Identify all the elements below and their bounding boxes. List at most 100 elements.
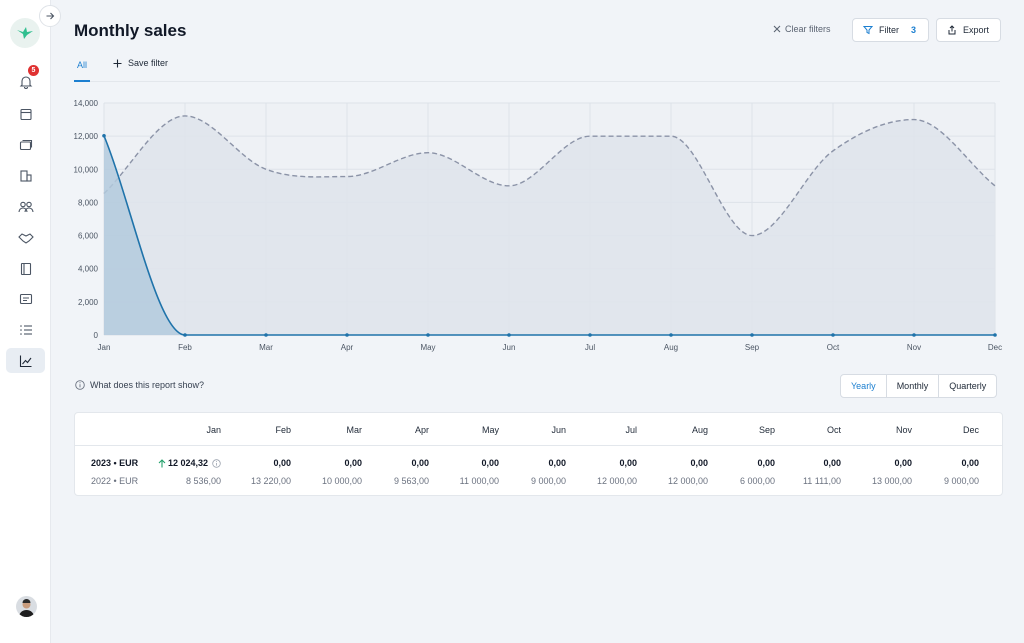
- users-icon: [17, 201, 34, 212]
- cell-2023-dec: 0,00: [961, 458, 979, 468]
- cell-2023-nov: 0,00: [894, 458, 912, 468]
- arrow-up-icon: [158, 458, 166, 467]
- tab-all[interactable]: All: [77, 60, 88, 70]
- data-point: [750, 333, 754, 337]
- handshake-icon: [17, 232, 34, 244]
- nav-messages[interactable]: [6, 286, 45, 311]
- buildings-icon: [19, 169, 32, 182]
- y-tick-label: 10,000: [74, 165, 99, 174]
- x-tick-label: Mar: [259, 343, 273, 352]
- data-point: [183, 333, 187, 337]
- series-area-0: [104, 115, 995, 335]
- y-tick-label: 14,000: [74, 99, 99, 108]
- info-icon: [75, 380, 85, 390]
- col-header-oct: Oct: [826, 425, 841, 435]
- export-label: Export: [963, 25, 990, 35]
- sales-table: Jan Feb Mar Apr May Jun Jul Aug Sep Oct …: [74, 412, 1003, 496]
- y-tick-label: 2,000: [78, 298, 99, 307]
- y-tick-label: 0: [94, 331, 99, 340]
- notification-badge: 5: [28, 65, 39, 76]
- filter-count-badge: 3: [911, 25, 917, 35]
- cell-2022-apr: 9 563,00: [393, 476, 429, 486]
- filter-label: Filter: [879, 25, 899, 35]
- x-tick-label: Oct: [827, 343, 840, 352]
- col-header-may: May: [481, 425, 499, 435]
- clear-filters-button[interactable]: Clear filters: [773, 24, 831, 34]
- cell-2023-mar: 0,00: [344, 458, 362, 468]
- filter-button[interactable]: Filter 3: [852, 18, 929, 42]
- data-point: [588, 333, 592, 337]
- nav-calendar[interactable]: [6, 101, 45, 126]
- cell-2023-jun: 0,00: [548, 458, 566, 468]
- table-header: Jan Feb Mar Apr May Jun Jul Aug Sep Oct …: [75, 413, 1002, 446]
- data-point: [669, 333, 673, 337]
- y-tick-label: 12,000: [74, 132, 99, 141]
- col-header-aug: Aug: [691, 425, 708, 435]
- cell-2023-may: 0,00: [481, 458, 499, 468]
- info-icon[interactable]: [212, 458, 221, 468]
- data-point: [831, 333, 835, 337]
- report-info-link[interactable]: What does this report show?: [75, 380, 204, 390]
- monthly-sales-chart: 14,000 12,000 10,000 8,000 6,000 4,000 2,000 0 J…: [74, 99, 1003, 352]
- nav-deals[interactable]: [6, 225, 45, 250]
- user-avatar[interactable]: [16, 596, 37, 617]
- nav-notifications[interactable]: 5: [6, 65, 45, 94]
- y-tick-label: 4,000: [78, 265, 99, 274]
- x-tick-label: Jul: [585, 343, 595, 352]
- cell-2022-nov: 13 000,00: [871, 476, 912, 486]
- cell-2023-apr: 0,00: [411, 458, 429, 468]
- cell-2022-jan: 8 536,00: [185, 476, 221, 486]
- app-logo[interactable]: [10, 18, 40, 48]
- row-label-2022: 2022 • EUR: [91, 476, 139, 486]
- chart-icon: [19, 355, 31, 367]
- cell-2022-feb: 13 220,00: [250, 476, 291, 486]
- nav-tasks[interactable]: [6, 317, 45, 342]
- cell-2022-sep: 6 000,00: [739, 476, 775, 486]
- x-tick-label: Nov: [907, 343, 921, 352]
- cell-2022-jun: 9 000,00: [530, 476, 566, 486]
- col-header-sep: Sep: [758, 425, 775, 435]
- save-filter-button[interactable]: Save filter: [113, 58, 168, 68]
- cell-2023-jul: 0,00: [619, 458, 637, 468]
- cell-2023-feb: 0,00: [273, 458, 291, 468]
- period-quarterly[interactable]: Quarterly: [949, 381, 987, 391]
- table-cell: 12 024,32: [158, 458, 221, 468]
- sidebar-collapse-button[interactable]: [39, 5, 61, 27]
- x-tick-label: Jun: [503, 343, 516, 352]
- x-tick-label: May: [420, 343, 435, 352]
- cell-2022-dec: 9 000,00: [943, 476, 979, 486]
- data-point: [507, 333, 511, 337]
- bird-logo-icon: [17, 27, 33, 39]
- data-point: [426, 333, 430, 337]
- data-point: [912, 333, 916, 337]
- nav-companies[interactable]: [6, 163, 45, 188]
- nav-contacts[interactable]: [6, 194, 45, 219]
- x-tick-label: Jan: [98, 343, 111, 352]
- close-icon: [773, 25, 781, 33]
- report-info-label: What does this report show?: [90, 380, 205, 390]
- row-label-2023: 2023 • EUR: [91, 458, 139, 468]
- period-yearly[interactable]: Yearly: [841, 375, 887, 397]
- plus-icon: [113, 59, 122, 67]
- export-icon: [948, 25, 956, 35]
- x-tick-label: Dec: [988, 343, 1002, 352]
- book-icon: [20, 262, 31, 275]
- bell-icon: [19, 75, 32, 89]
- cell-2023-jan: 12 024,32: [167, 458, 208, 468]
- col-header-nov: Nov: [895, 425, 912, 435]
- nav-cards[interactable]: [6, 132, 45, 157]
- export-button[interactable]: Export: [936, 18, 1001, 42]
- nav-documents[interactable]: [6, 256, 45, 281]
- x-tick-label: Aug: [664, 343, 678, 352]
- cell-2022-aug: 12 000,00: [667, 476, 708, 486]
- funnel-icon: [863, 26, 873, 35]
- list-icon: [19, 324, 32, 335]
- data-point: [993, 333, 997, 337]
- y-tick-label: 6,000: [78, 232, 99, 241]
- nav-reports[interactable]: [6, 348, 45, 373]
- avatar-icon: [16, 596, 37, 617]
- x-tick-label: Feb: [178, 343, 192, 352]
- data-point: [345, 333, 349, 337]
- page-title: Monthly sales: [74, 21, 187, 40]
- period-monthly[interactable]: Monthly: [887, 375, 940, 397]
